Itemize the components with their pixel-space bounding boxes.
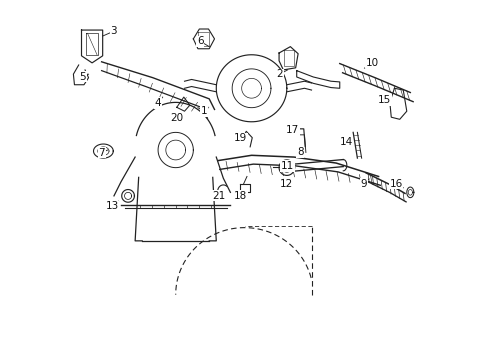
- Text: 16: 16: [389, 179, 402, 189]
- Text: 18: 18: [233, 191, 246, 201]
- Text: 6: 6: [197, 36, 203, 46]
- Text: 4: 4: [154, 98, 161, 108]
- Text: 10: 10: [365, 58, 378, 68]
- Text: 14: 14: [339, 137, 352, 147]
- Text: 20: 20: [170, 113, 183, 123]
- Text: 9: 9: [360, 179, 366, 189]
- Text: 11: 11: [280, 161, 294, 171]
- Text: 17: 17: [285, 125, 299, 135]
- Text: 19: 19: [233, 133, 246, 143]
- Text: 5: 5: [80, 72, 86, 82]
- Text: 3: 3: [110, 26, 117, 36]
- Text: 7: 7: [98, 148, 105, 158]
- Text: 2: 2: [276, 69, 283, 79]
- Text: 1: 1: [200, 106, 207, 116]
- Text: 8: 8: [296, 148, 303, 157]
- Text: 21: 21: [212, 190, 225, 201]
- Text: 13: 13: [105, 202, 119, 211]
- Text: 15: 15: [378, 95, 391, 105]
- Text: 12: 12: [280, 179, 293, 189]
